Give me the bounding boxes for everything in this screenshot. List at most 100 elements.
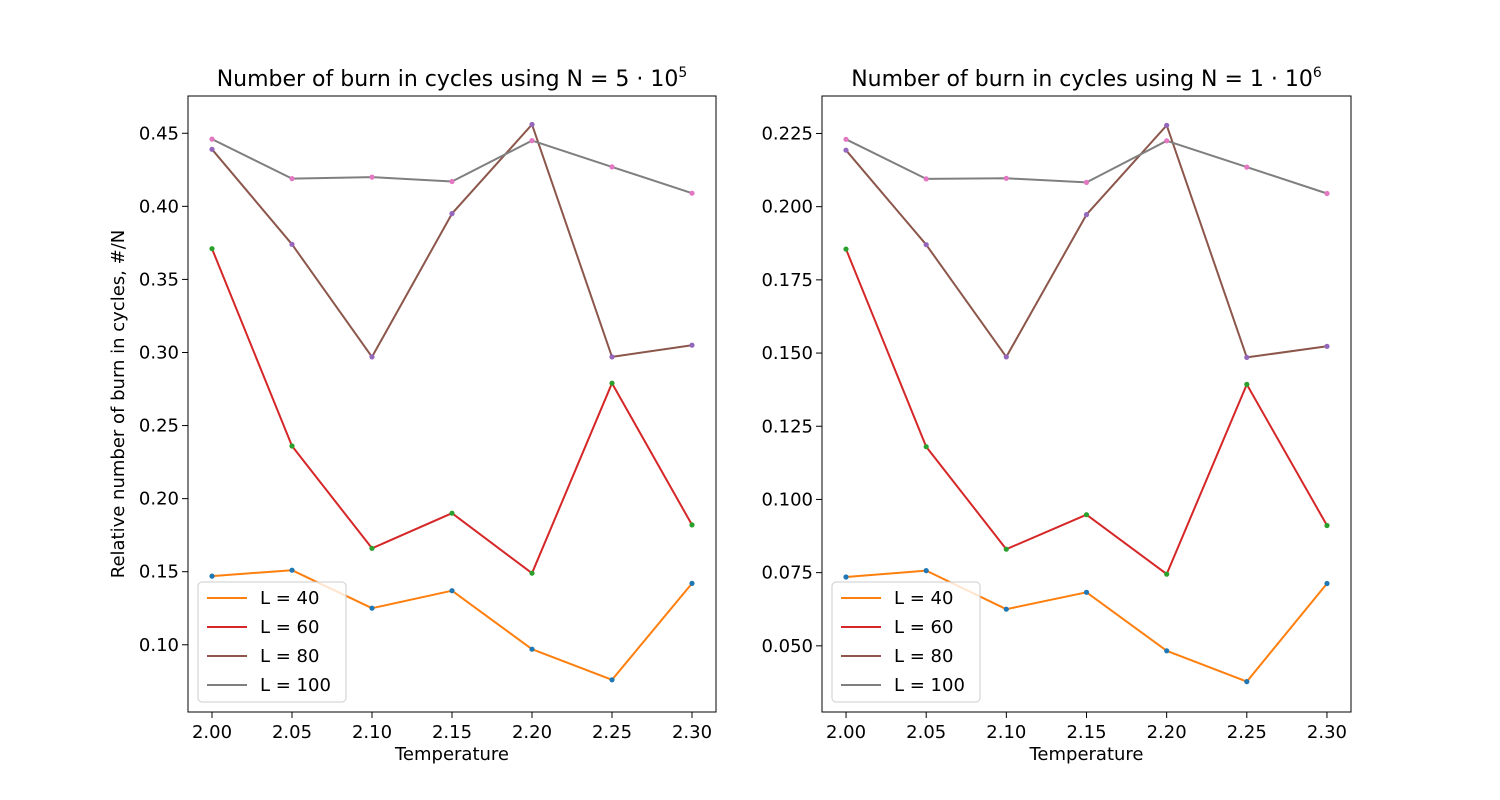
right-y-tick-label: 0.150	[761, 343, 813, 364]
left-series-1-point	[609, 677, 615, 683]
right-series-2-point	[1003, 546, 1009, 552]
left-series-4-point	[449, 178, 455, 185]
left-series-2-point	[369, 545, 375, 551]
left-y-tick-label: 0.15	[139, 562, 179, 583]
left-series-1-point	[689, 580, 695, 587]
left-series-2-point	[529, 570, 535, 576]
right-series-2-point	[1324, 522, 1330, 529]
left-series-3-point	[369, 354, 375, 360]
left-x-tick-label: 2.25	[592, 722, 632, 743]
right-y-tick-label: 0.075	[761, 563, 813, 584]
right-series-4-point	[1244, 164, 1250, 170]
right-legend-label: L = 60	[894, 617, 953, 638]
right-x-tick-label: 2.15	[1066, 722, 1106, 743]
left-series-3-point	[689, 342, 695, 348]
left-x-tick-label: 2.00	[192, 722, 232, 743]
right-series-4-point	[1083, 179, 1090, 185]
right-x-tick-label: 2.10	[986, 722, 1026, 743]
left-y-tick-label: 0.25	[139, 416, 179, 437]
left-y-tick-label: 0.40	[139, 196, 179, 217]
right-series-3-point	[1324, 343, 1330, 349]
right-series-3-point	[1083, 212, 1090, 218]
left-chart: Number of burn in cycles using N = 5 · 1…	[108, 65, 717, 765]
right-series-4-point	[1003, 175, 1009, 181]
left-legend-label: L = 80	[260, 646, 319, 667]
right-series-2-point	[1083, 512, 1090, 518]
left-series-4-point	[209, 136, 215, 142]
right-legend: L = 40 L = 60 L = 80 L = 100	[831, 581, 981, 703]
left-series-1-point	[369, 605, 375, 611]
right-x-tick-label: 2.20	[1147, 722, 1187, 743]
right-series-1-point	[1083, 589, 1090, 595]
left-y-axis-label: Relative number of burn in cycles, #/N	[108, 230, 129, 579]
left-x-tick-label: 2.10	[352, 722, 392, 743]
left-y-tick-label: 0.30	[139, 342, 179, 363]
right-legend-box	[831, 581, 981, 703]
right-series-1-point	[1003, 606, 1009, 612]
right-y-tick-label: 0.050	[761, 636, 813, 657]
left-series-1-point	[209, 573, 215, 579]
right-y-tick-label: 0.100	[761, 489, 813, 510]
right-series-4-point	[1324, 190, 1330, 197]
right-y-tick-label: 0.225	[761, 123, 813, 144]
right-series-2-point	[923, 444, 929, 450]
left-series-2-point	[449, 510, 455, 516]
right-series-1-point	[1324, 580, 1330, 587]
left-series-4-point	[529, 138, 535, 144]
left-series-4-point	[289, 176, 295, 182]
left-series-2-point	[689, 522, 695, 528]
right-series-3-point	[1164, 122, 1170, 128]
left-series-2-point	[609, 380, 615, 386]
right-legend-label: L = 80	[894, 646, 953, 667]
right-chart-title: Number of burn in cycles using N = 1 · 1…	[851, 65, 1322, 92]
right-y-tick-label: 0.200	[761, 197, 813, 218]
left-y-tick-label: 0.35	[139, 269, 179, 290]
right-legend-label: L = 100	[894, 675, 965, 696]
right-x-tick-label: 2.25	[1227, 722, 1267, 743]
left-series-1-point	[449, 588, 455, 594]
left-y-tick-label: 0.10	[139, 635, 179, 656]
left-x-axis-label: Temperature	[394, 744, 509, 765]
left-legend: L = 40 L = 60 L = 80 L = 100	[197, 581, 347, 703]
right-y-tick-label: 0.175	[761, 270, 813, 291]
right-series-2-point	[1244, 381, 1250, 387]
left-series-3-point	[609, 354, 615, 360]
left-series-1-point	[529, 646, 535, 652]
right-x-tick-label: 2.30	[1307, 722, 1347, 743]
left-legend-label: L = 60	[260, 617, 319, 638]
left-series-4-point	[369, 174, 375, 180]
left-series-1-point	[289, 567, 295, 573]
left-series-4-point	[689, 190, 695, 196]
left-series-3-point	[529, 121, 535, 128]
left-y-tick-label: 0.45	[139, 123, 179, 144]
left-series-4-point	[609, 164, 615, 170]
left-legend-box	[197, 581, 347, 703]
left-legend-label: L = 40	[260, 588, 319, 609]
left-series-3-point	[449, 211, 455, 217]
left-y-tick-label: 0.20	[139, 489, 179, 510]
right-series-2-point	[1164, 571, 1170, 577]
left-legend-label: L = 100	[260, 675, 331, 696]
left-x-tick-label: 2.30	[672, 722, 712, 743]
left-series-3-point	[209, 146, 215, 152]
right-series-3-point	[923, 242, 929, 248]
right-series-3-point	[1244, 354, 1250, 360]
left-series-3-point	[289, 241, 295, 247]
right-series-4-point	[843, 136, 849, 142]
right-chart: Number of burn in cycles using N = 1 · 1…	[761, 65, 1352, 765]
left-x-tick-label: 2.15	[432, 722, 472, 743]
left-x-tick-label: 2.20	[512, 722, 552, 743]
left-series-2-point	[209, 246, 215, 252]
right-series-1-point	[923, 568, 929, 574]
right-x-tick-label: 2.05	[906, 722, 946, 743]
left-chart-title: Number of burn in cycles using N = 5 · 1…	[217, 65, 688, 92]
right-series-1-point	[843, 574, 849, 580]
right-series-1-point	[1244, 679, 1250, 685]
right-y-tick-label: 0.125	[761, 416, 813, 437]
right-legend-label: L = 40	[894, 588, 953, 609]
right-x-tick-label: 2.00	[826, 722, 866, 743]
right-series-3-point	[843, 147, 849, 153]
left-x-tick-label: 2.05	[272, 722, 312, 743]
right-series-3-point	[1003, 354, 1009, 360]
